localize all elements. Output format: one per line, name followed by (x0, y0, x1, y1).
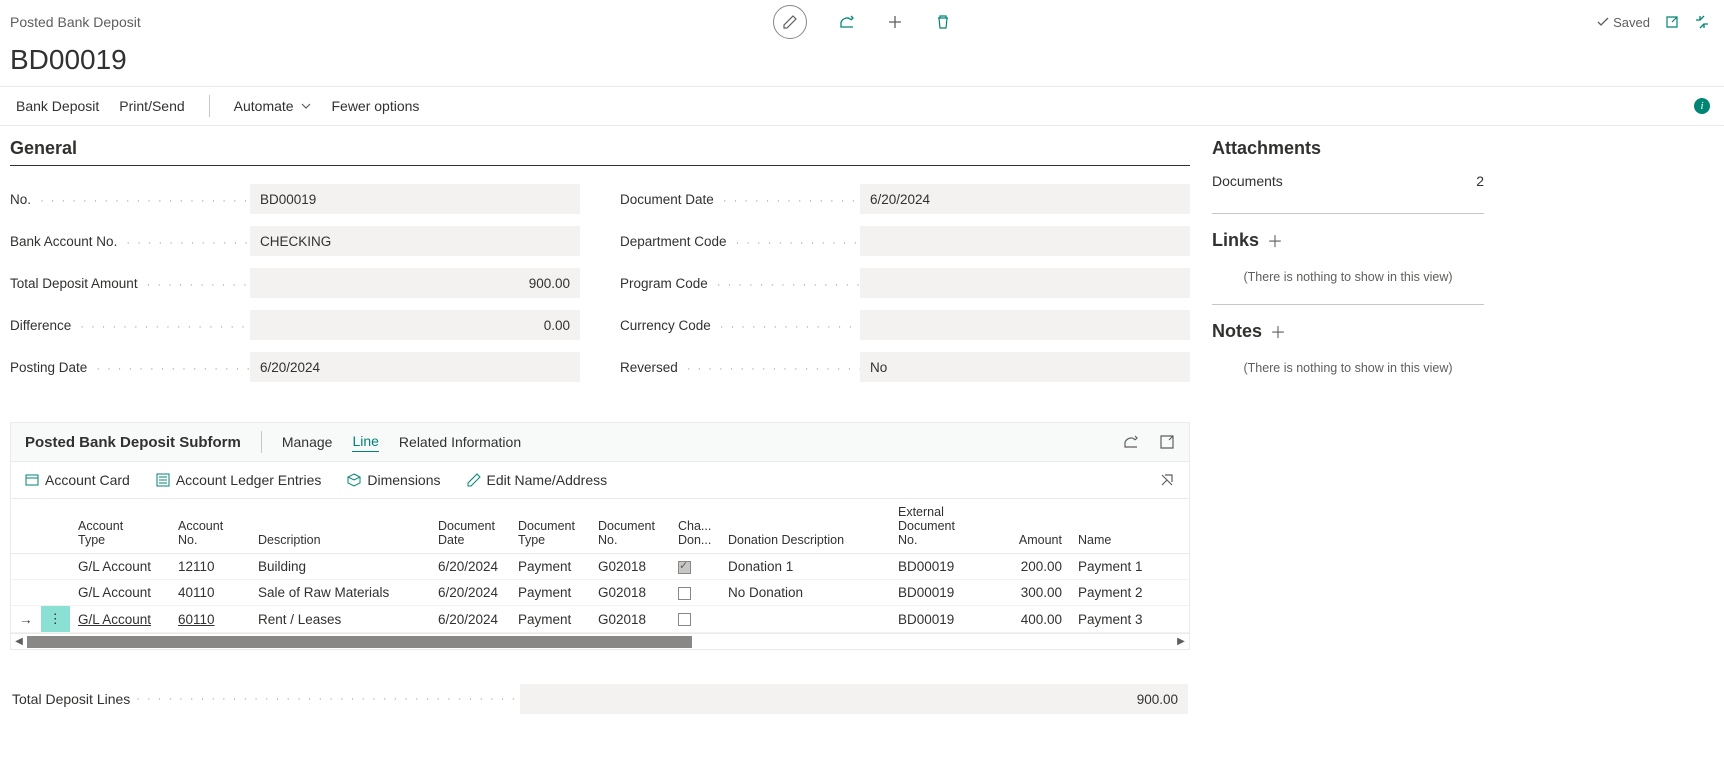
collapse-icon[interactable] (1694, 14, 1710, 30)
label-bank-account: Bank Account No. (10, 234, 250, 249)
share-icon[interactable] (839, 14, 855, 30)
label-posting-date: Posting Date (10, 360, 250, 375)
total-deposit-lines-value: 900.00 (520, 684, 1188, 714)
share-subform-icon[interactable] (1123, 434, 1139, 450)
col-account-type[interactable]: Account Type (70, 499, 170, 554)
col-doc-date[interactable]: Document Date (430, 499, 510, 554)
value-program (860, 268, 1190, 298)
label-no: No. (10, 192, 250, 207)
dimensions-icon (347, 473, 361, 487)
horizontal-scrollbar[interactable]: ◀ ▶ (11, 633, 1189, 649)
general-title: General (10, 138, 1190, 166)
action-automate[interactable]: Automate (234, 98, 312, 114)
label-department: Department Code (620, 234, 860, 249)
table-row[interactable]: G/L Account12110Building6/20/2024Payment… (11, 554, 1189, 580)
tool-account-card[interactable]: Account Card (25, 472, 130, 488)
col-doc-no[interactable]: Document No. (590, 499, 670, 554)
pen-icon (467, 473, 481, 487)
value-bank-account: CHECKING (250, 226, 580, 256)
links-empty: (There is nothing to show in this view) (1212, 270, 1484, 284)
col-account-no[interactable]: Account No. (170, 499, 250, 554)
label-program: Program Code (620, 276, 860, 291)
maximize-subform-icon[interactable] (1159, 434, 1175, 450)
col-doc-type[interactable]: Document Type (510, 499, 590, 554)
value-reversed: No (860, 352, 1190, 382)
tab-line[interactable]: Line (352, 433, 378, 452)
plus-icon[interactable] (887, 14, 903, 30)
action-bank-deposit[interactable]: Bank Deposit (16, 98, 99, 114)
add-link-icon[interactable]: ＋ (1267, 228, 1283, 252)
label-total-deposit: Total Deposit Amount (10, 276, 250, 291)
add-note-icon[interactable]: ＋ (1270, 319, 1286, 343)
label-difference: Difference (10, 318, 250, 333)
value-currency (860, 310, 1190, 340)
table-row[interactable]: G/L Account40110Sale of Raw Materials6/2… (11, 580, 1189, 606)
subform-table: Account Type Account No. Description Doc… (11, 499, 1189, 633)
value-document-date: 6/20/2024 (860, 184, 1190, 214)
value-posting-date: 6/20/2024 (250, 352, 580, 382)
label-document-date: Document Date (620, 192, 860, 207)
remove-filter-icon[interactable] (1159, 472, 1175, 488)
check-icon (1597, 16, 1609, 28)
action-bar: Bank Deposit Print/Send Automate Fewer o… (0, 86, 1724, 126)
tab-manage[interactable]: Manage (282, 434, 333, 450)
card-icon (25, 473, 39, 487)
col-name[interactable]: Name (1070, 499, 1189, 554)
label-currency: Currency Code (620, 318, 860, 333)
tool-dimensions[interactable]: Dimensions (347, 472, 440, 488)
label-reversed: Reversed (620, 360, 860, 375)
pencil-icon (782, 14, 798, 30)
page-title: BD00019 (0, 40, 1724, 86)
notes-empty: (There is nothing to show in this view) (1212, 361, 1484, 375)
value-no: BD00019 (250, 184, 580, 214)
popout-icon[interactable] (1664, 14, 1680, 30)
value-difference: 0.00 (250, 310, 580, 340)
info-icon[interactable]: i (1694, 98, 1710, 114)
table-row[interactable]: →⋮G/L Account60110Rent / Leases6/20/2024… (11, 606, 1189, 633)
col-ext-doc-no[interactable]: External Document No. (890, 499, 980, 554)
subform-title: Posted Bank Deposit Subform (25, 434, 241, 451)
tool-edit-name[interactable]: Edit Name/Address (467, 472, 608, 488)
col-cha-don[interactable]: Cha... Don... (670, 499, 720, 554)
trash-icon[interactable] (935, 14, 951, 30)
action-print-send[interactable]: Print/Send (119, 98, 184, 114)
saved-status: Saved (1597, 15, 1650, 30)
notes-title: Notes (1212, 321, 1262, 342)
total-deposit-lines-label: Total Deposit Lines (12, 691, 130, 707)
chevron-down-icon (301, 101, 311, 111)
action-fewer-options[interactable]: Fewer options (331, 98, 419, 114)
edit-button[interactable] (773, 5, 807, 39)
ledger-icon (156, 473, 170, 487)
value-total-deposit: 900.00 (250, 268, 580, 298)
tool-ledger-entries[interactable]: Account Ledger Entries (156, 472, 322, 488)
attachments-title: Attachments (1212, 138, 1484, 159)
col-description[interactable]: Description (250, 499, 430, 554)
value-department (860, 226, 1190, 256)
breadcrumb: Posted Bank Deposit (10, 14, 141, 30)
col-amount[interactable]: Amount (980, 499, 1070, 554)
links-title: Links (1212, 230, 1259, 251)
col-donation-desc[interactable]: Donation Description (720, 499, 890, 554)
tab-related[interactable]: Related Information (399, 434, 521, 450)
documents-row[interactable]: Documents 2 (1212, 169, 1484, 193)
